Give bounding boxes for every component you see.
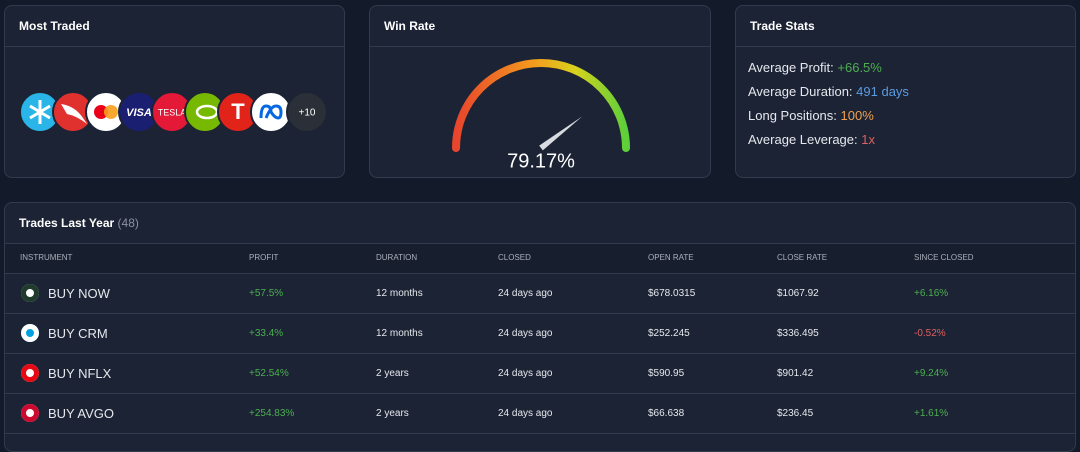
cell: 24 days ago [498, 368, 553, 379]
most-traded-card: Most Traded VISA TESLA T +10 [4, 5, 345, 178]
cell: $336.495 [777, 328, 819, 339]
stat-label: Average Leverage: [748, 132, 858, 147]
instrument-icon [21, 284, 39, 302]
logos: VISA TESLA T +10 [19, 91, 328, 133]
card-title: Trades Last Year (48) [5, 203, 1075, 244]
trades-table: INSTRUMENT PROFIT DURATION CLOSED OPEN RATE C… [5, 244, 1075, 451]
win-rate-card: Win Rate 79.17% [369, 5, 711, 178]
trades-card: Trades Last Year (48) INSTRUMENT PROFIT DU… [4, 202, 1076, 452]
cell: $678.0315 [648, 288, 696, 299]
column-header: DURATION [376, 253, 418, 262]
more-count: +10 [299, 108, 316, 119]
column-header: CLOSE RATE [777, 253, 828, 262]
column-header: OPEN RATE [648, 253, 694, 262]
cell: +33.4% [249, 328, 284, 339]
column-header: CLOSED [498, 253, 531, 262]
more-badge: +10 [286, 91, 328, 133]
cell: 2 years [376, 368, 409, 379]
cell: +57.5% [249, 288, 284, 299]
card-title: Trade Stats [736, 6, 1075, 47]
instrument-icon [21, 324, 39, 342]
logo-text: TESLA [158, 107, 187, 117]
gauge-needle [539, 116, 583, 151]
cell: +1.61% [914, 408, 949, 419]
row-divider [5, 353, 1075, 354]
cell: 12 months [376, 328, 423, 339]
instrument: BUY AVGO [48, 406, 114, 421]
gauge-arc [452, 59, 630, 152]
stat-value: 1x [861, 132, 875, 147]
column-header: INSTRUMENT [20, 253, 73, 262]
cell: 2 years [376, 408, 409, 419]
instrument-icon [21, 404, 39, 422]
instrument: BUY NFLX [48, 366, 112, 381]
title: Trades Last Year [19, 216, 115, 230]
column-header: PROFIT [249, 253, 279, 262]
cell: $252.245 [648, 328, 690, 339]
cell: $590.95 [648, 368, 685, 379]
instrument-icon [21, 364, 39, 382]
row-divider [5, 393, 1075, 394]
stat-value: +66.5% [837, 60, 882, 75]
cell: +6.16% [914, 288, 949, 299]
stat-row: Long Positions: 100% [748, 108, 874, 123]
stat-value: 100% [840, 108, 874, 123]
cell: $236.45 [777, 408, 814, 419]
cell: $901.42 [777, 368, 814, 379]
gauge: 79.17% [452, 59, 630, 172]
stat-value: 491 days [856, 84, 909, 99]
logo: VISA [118, 91, 160, 133]
card-title: Win Rate [370, 6, 710, 47]
stat-label: Average Duration: [748, 84, 853, 99]
cell: $1067.92 [777, 288, 819, 299]
cell: 12 months [376, 288, 423, 299]
cell: 24 days ago [498, 288, 553, 299]
stat-label: Average Profit: [748, 60, 834, 75]
page: Most Traded VISA TESLA T +10 Win Rate 79… [4, 5, 1076, 452]
row-divider [5, 313, 1075, 314]
logo [52, 91, 94, 133]
trade-count: (48) [117, 216, 139, 230]
cell: 24 days ago [498, 328, 553, 339]
row-divider [5, 433, 1075, 434]
logo [250, 91, 292, 133]
trade-stats-card: Trade Stats Average Profit: +66.5% Averag… [735, 5, 1076, 178]
cell: +254.83% [249, 408, 295, 419]
logo: T [217, 91, 259, 133]
cell: 24 days ago [498, 408, 553, 419]
stat-row: Average Duration: 491 days [748, 84, 909, 99]
logo-text: VISA [126, 107, 152, 119]
logo-text: T [231, 99, 245, 124]
cell: +9.24% [914, 368, 949, 379]
column-header: SINCE CLOSED [914, 253, 974, 262]
stat-row: Average Leverage: 1x [748, 132, 875, 147]
logo [85, 91, 127, 133]
stat-row: Average Profit: +66.5% [748, 60, 882, 75]
cell: $66.638 [648, 408, 685, 419]
table-header-bg [5, 244, 1075, 274]
card-title: Most Traded [5, 6, 344, 47]
cell: +52.54% [249, 368, 289, 379]
win-rate-value: 79.17% [507, 150, 575, 172]
instrument: BUY CRM [48, 326, 108, 341]
stat-label: Long Positions: [748, 108, 837, 123]
instrument: BUY NOW [48, 286, 110, 301]
cell: -0.52% [914, 328, 946, 339]
